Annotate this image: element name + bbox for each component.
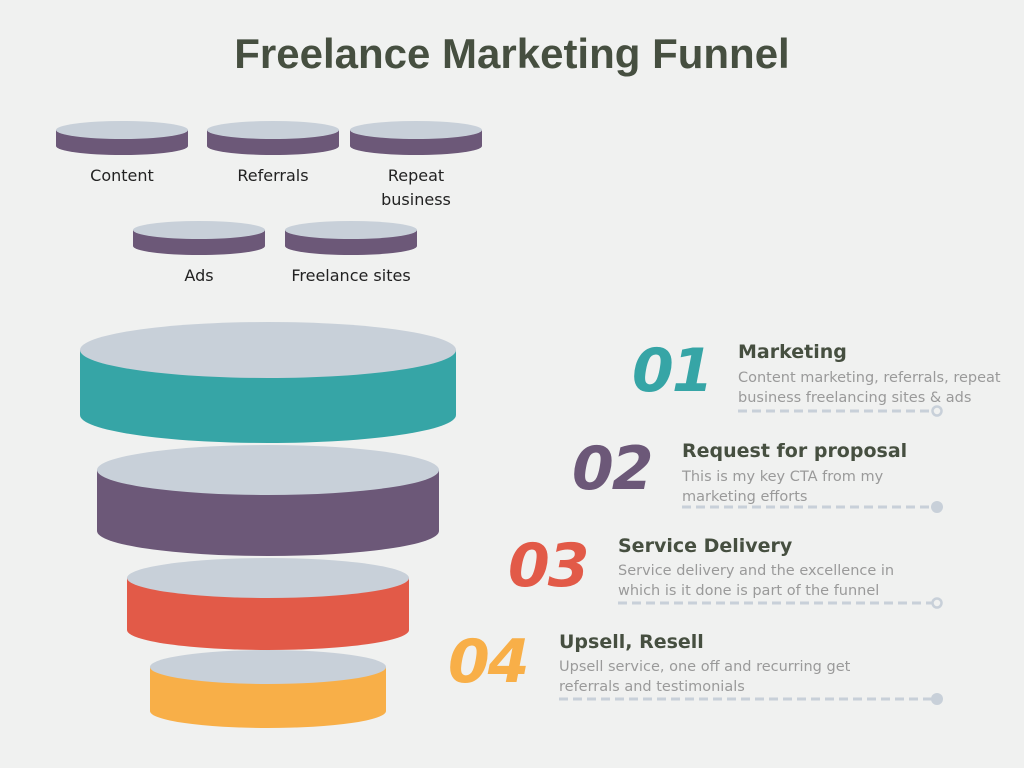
stage-number-04: 04 <box>448 627 529 697</box>
stage-marker-3 <box>931 597 943 609</box>
stage-number-02: 02 <box>572 434 653 504</box>
source-disc-referrals-top <box>207 121 339 139</box>
stage-marker-4 <box>931 693 943 705</box>
source-disc-freelance-sites-top <box>285 221 417 239</box>
source-disc-repeat-business-top <box>350 121 482 139</box>
source-label-ads: Ads <box>184 266 214 285</box>
stage-description-03: Service delivery and the excellence in w… <box>618 563 895 599</box>
source-label-content: Content <box>90 166 154 185</box>
funnel-stage-02 <box>97 445 439 556</box>
funnel-stage-03-body <box>127 578 409 650</box>
funnel-stage-03-top <box>127 558 409 598</box>
source-disc-freelance-sites <box>285 221 417 255</box>
stage-marker-1 <box>931 405 943 417</box>
stage-number-01: 01 <box>632 336 713 406</box>
stage-description-01: Content marketing, referrals, repeat bus… <box>738 370 1001 406</box>
source-disc-content <box>56 121 188 155</box>
funnel-stage-01 <box>80 322 456 443</box>
source-label-freelance-sites: Freelance sites <box>291 266 411 285</box>
stage-heading-04: Upsell, Resell <box>559 631 704 653</box>
source-label-repeat-business: Repeat business <box>381 166 451 209</box>
funnel-stage-01-top <box>80 322 456 378</box>
stage-description-02: This is my key CTA from my marketing eff… <box>682 469 884 505</box>
funnel-stage-04-body <box>150 667 386 728</box>
source-disc-content-top <box>56 121 188 139</box>
source-disc-ads <box>133 221 265 255</box>
source-label-referrals: Referrals <box>237 166 309 185</box>
funnel-stage-03 <box>127 558 409 650</box>
funnel-stage-04 <box>150 650 386 728</box>
stage-heading-03: Service Delivery <box>618 535 793 557</box>
stage-number-03: 03 <box>508 531 589 601</box>
source-disc-referrals <box>207 121 339 155</box>
source-disc-repeat-business <box>350 121 482 155</box>
source-disc-ads-top <box>133 221 265 239</box>
funnel-stage-04-top <box>150 650 386 684</box>
stage-description-04: Upsell service, one off and recurring ge… <box>559 659 851 695</box>
stage-marker-2 <box>931 501 943 513</box>
funnel-stage-02-top <box>97 445 439 495</box>
page-title: Freelance Marketing Funnel <box>234 30 790 77</box>
stage-heading-01: Marketing <box>738 341 847 363</box>
stage-heading-02: Request for proposal <box>682 440 908 462</box>
